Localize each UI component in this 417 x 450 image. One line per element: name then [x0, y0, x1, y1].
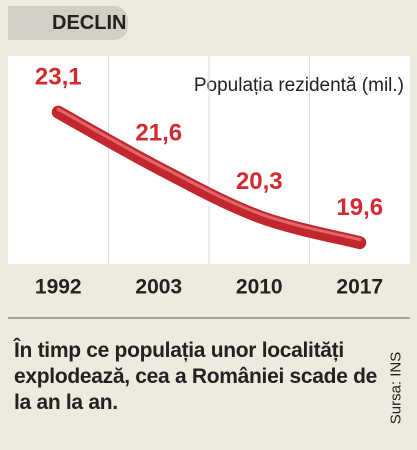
- source: Sursa: INS: [387, 351, 405, 425]
- axis-band: [8, 264, 410, 308]
- value-label: 21,6: [135, 119, 182, 146]
- value-label: 23,1: [35, 64, 82, 91]
- value-label: 20,3: [236, 168, 283, 195]
- line-highlight: [56, 107, 362, 242]
- header-title: DECLIN: [8, 6, 128, 40]
- caption: În timp ce populația unor localități exp…: [14, 339, 378, 414]
- x-tick-label: 2003: [135, 276, 182, 299]
- x-tick-label: 2017: [336, 276, 383, 299]
- line: [51, 105, 367, 250]
- value-label: 19,6: [336, 194, 383, 221]
- subtitle: Populația rezidentă (mil.): [194, 75, 404, 96]
- x-tick-label: 1992: [35, 276, 82, 299]
- x-tick-label: 2010: [236, 276, 283, 299]
